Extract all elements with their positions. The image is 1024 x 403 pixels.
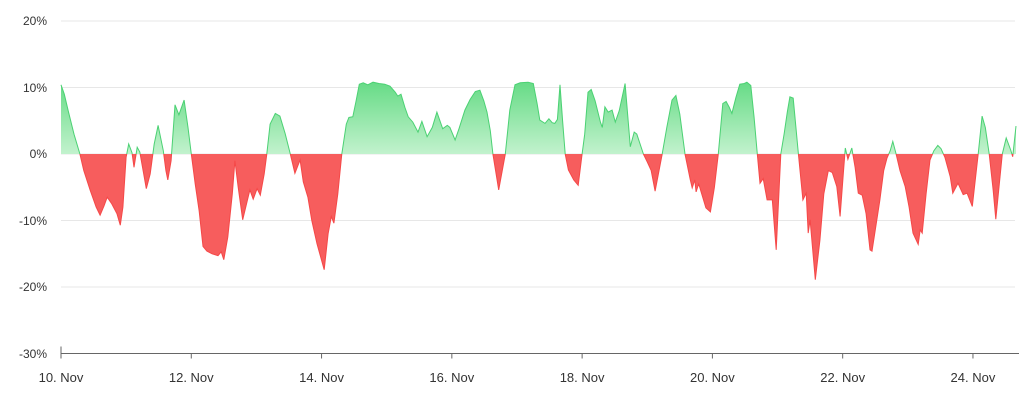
negative-area-series[interactable] xyxy=(61,82,1016,280)
x-axis-label: 10. Nov xyxy=(38,370,84,385)
y-axis-label: -10% xyxy=(18,213,47,228)
positive-series-line xyxy=(60,81,1017,154)
x-axis-label: 12. Nov xyxy=(168,370,214,385)
y-axis-label: -20% xyxy=(18,280,47,294)
x-axis-label: 16. Nov xyxy=(429,370,475,385)
y-axis-label: -30% xyxy=(18,346,47,361)
x-axis xyxy=(60,346,1019,359)
x-axis-label: 18. Nov xyxy=(559,370,605,385)
negative-series-line xyxy=(79,154,1014,280)
x-axis-label: 24. Nov xyxy=(950,370,996,385)
x-axis-label: 22. Nov xyxy=(820,370,866,385)
y-axis-label: 0% xyxy=(29,147,47,161)
x-axis-label: 20. Nov xyxy=(689,370,735,385)
positive-area-series[interactable] xyxy=(61,82,1016,280)
x-axis-label: 14. Nov xyxy=(299,370,344,385)
y-axis-label: 20% xyxy=(22,14,47,28)
y-axis-label: 10% xyxy=(22,80,47,95)
